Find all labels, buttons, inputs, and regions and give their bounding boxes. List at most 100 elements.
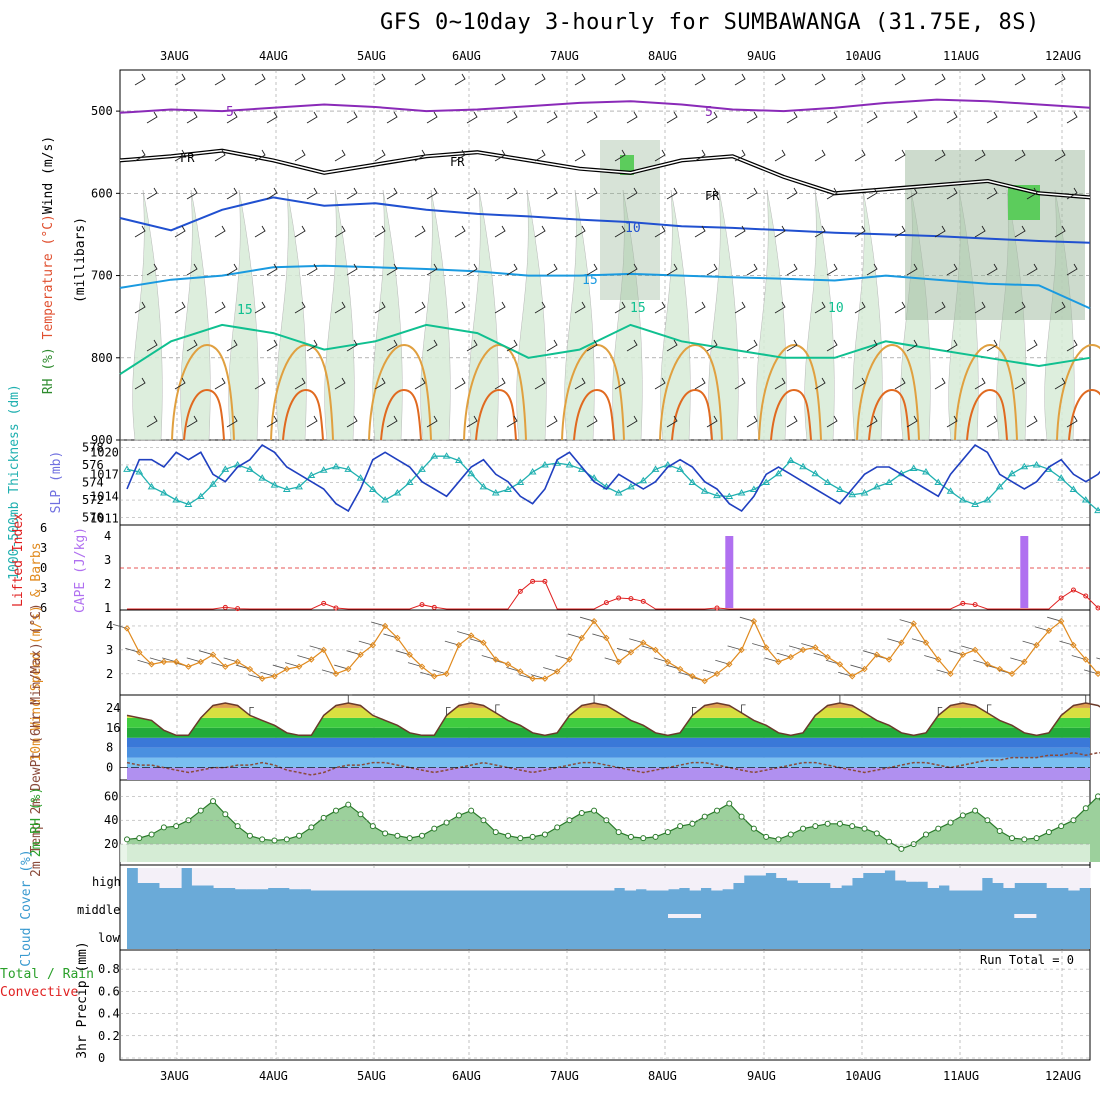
precip-ylabel: 3hr Precip (mm): [75, 941, 90, 1058]
wind-barb: [506, 415, 518, 428]
wind-barb: [974, 377, 986, 390]
wind-speed-marker: [443, 670, 450, 678]
wind-barb: [746, 415, 758, 428]
wind-barb: [534, 225, 546, 238]
cloud-high-gap: [689, 868, 701, 891]
wind-barb: [174, 301, 186, 314]
wind-barb: [454, 377, 466, 390]
cloud-high-gap: [570, 868, 582, 891]
wind-speed-marker: [996, 665, 1003, 673]
li-marker: [972, 602, 978, 608]
wind-barb: [706, 263, 718, 276]
cloud-high-gap: [797, 868, 810, 883]
wind-speed-marker: [467, 632, 475, 639]
temp-max-marker: [495, 704, 500, 713]
wind-barb: [214, 225, 226, 238]
wind-speed-marker: [615, 658, 622, 666]
wind-speed-marker: [246, 665, 254, 673]
rh-marker: [382, 830, 389, 837]
thickness-marker: [590, 474, 598, 481]
cloud-high-gap: [873, 868, 885, 873]
thickness-marker: [393, 489, 402, 496]
y-tick-label: 0.6: [98, 984, 120, 998]
wind-barb: [934, 73, 946, 86]
wind-barb: [654, 73, 666, 86]
thickness-marker: [971, 500, 980, 507]
li-marker: [1070, 587, 1076, 593]
wind-barb: [746, 263, 758, 276]
rh-marker: [136, 835, 143, 842]
li-marker: [714, 605, 720, 611]
rh-marker: [824, 820, 831, 827]
wind-speed-marker: [603, 634, 610, 642]
cloud-high-gap: [170, 868, 182, 888]
temp-max-marker: [839, 694, 844, 703]
wind-barb: [426, 415, 438, 428]
rh-marker: [296, 832, 303, 839]
wind-barb: [586, 187, 598, 200]
isotherm-label: 15: [630, 301, 646, 316]
date-label-top: 9AUG: [747, 49, 776, 63]
wind-barb: [854, 149, 866, 162]
rh-marker: [763, 833, 770, 840]
thickness-marker: [676, 465, 685, 472]
rh-shading: [804, 189, 835, 441]
rh-shading: [620, 155, 634, 175]
thickness-marker: [430, 452, 439, 459]
rh-shading: [564, 189, 595, 441]
rh-marker: [812, 823, 819, 830]
wind-barb: [1014, 73, 1026, 86]
rh-marker: [320, 814, 327, 821]
isotherm-20: [368, 343, 432, 441]
wind-barb: [386, 111, 398, 124]
wind-speed-marker: [197, 658, 204, 666]
wind-barb: [746, 187, 758, 200]
wind-barb: [1054, 377, 1066, 390]
wind-barb: [174, 377, 186, 390]
isotherm-20: [171, 343, 235, 441]
cloud-high-gap: [722, 868, 734, 890]
wind-barb: [1014, 149, 1026, 162]
wind-speed-marker: [259, 675, 266, 682]
wind-speed-marker: [885, 656, 893, 663]
wind-barb: [174, 225, 186, 238]
thickness-marker: [307, 471, 316, 478]
thickness-marker: [491, 489, 500, 496]
cloud-high-gap: [440, 868, 453, 891]
thickness-marker: [541, 460, 549, 468]
wind-barb: [454, 225, 466, 238]
wind-speed-marker: [209, 651, 217, 658]
wind-barb: [854, 73, 866, 86]
y-tick-label: 6: [40, 521, 47, 535]
wind-speed-marker: [320, 646, 327, 654]
cloud-high-gap: [548, 868, 561, 891]
cloud-high-gap: [700, 868, 712, 888]
wind-speed-marker: [640, 639, 647, 646]
cloud-high-gap: [668, 868, 680, 890]
wind-barb: [826, 415, 838, 428]
wind-speed-marker: [1021, 658, 1028, 666]
rh-marker: [861, 825, 868, 832]
wind-barb: [134, 73, 146, 86]
rh-marker: [996, 827, 1003, 834]
upper-air-ylabel-units: (millibars): [73, 217, 88, 303]
wind-barb: [306, 187, 318, 200]
cloud-high-gap: [657, 868, 669, 891]
wind-speed-marker: [394, 634, 401, 642]
cloud-high-gap: [841, 868, 853, 886]
wind-barb: [414, 377, 426, 390]
wind-speed-marker: [750, 617, 758, 625]
wind-speed-marker: [554, 668, 561, 675]
temp-max-marker: [937, 706, 943, 716]
wind-barb: [1026, 263, 1038, 276]
wind-barb: [774, 301, 786, 314]
rh-line: [126, 795, 1100, 850]
wind-barb: [654, 149, 666, 162]
rh-marker: [972, 807, 979, 814]
wind-speed-marker: [947, 670, 954, 678]
thickness-marker: [811, 469, 820, 477]
cloud-high-gap: [408, 868, 420, 891]
temp-max-marker: [347, 694, 353, 703]
wind-barb: [294, 225, 306, 238]
temp-band: [127, 727, 1090, 738]
